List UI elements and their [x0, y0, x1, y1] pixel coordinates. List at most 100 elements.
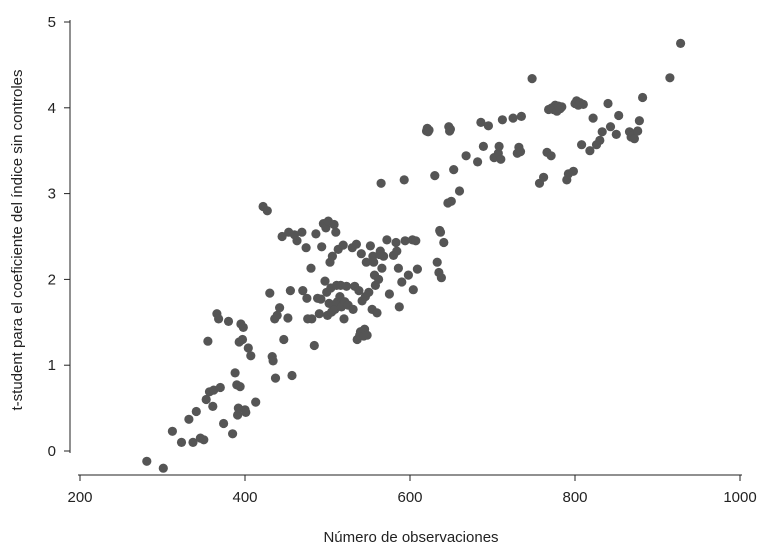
- data-point: [365, 241, 375, 251]
- data-point: [199, 435, 209, 445]
- data-point: [320, 276, 330, 286]
- data-point: [228, 429, 238, 439]
- data-point: [638, 92, 648, 103]
- data-point: [394, 302, 404, 312]
- data-point: [268, 356, 278, 366]
- data-point: [262, 206, 272, 216]
- data-point: [188, 437, 198, 447]
- data-point: [317, 242, 327, 252]
- data-point: [397, 277, 407, 287]
- data-point: [279, 334, 289, 345]
- data-point: [412, 264, 422, 274]
- data-point: [158, 463, 168, 473]
- data-point: [329, 219, 339, 230]
- data-point: [588, 113, 598, 123]
- data-point: [369, 257, 379, 267]
- data-point: [241, 407, 251, 417]
- data-point: [454, 186, 465, 196]
- data-point: [585, 146, 595, 156]
- data-point: [338, 240, 348, 250]
- data-point: [361, 257, 371, 267]
- data-point: [285, 286, 295, 296]
- data-point: [302, 293, 312, 303]
- data-point: [382, 235, 392, 245]
- data-point: [283, 313, 293, 323]
- data-point: [142, 456, 152, 466]
- data-point: [430, 171, 440, 181]
- data-point: [665, 73, 675, 83]
- data-point: [568, 166, 579, 176]
- data-point: [237, 334, 248, 345]
- data-point: [354, 286, 364, 296]
- data-point: [676, 38, 686, 49]
- data-point: [432, 257, 442, 267]
- data-point: [603, 98, 613, 109]
- data-point: [327, 251, 337, 261]
- data-point: [307, 314, 317, 324]
- data-point: [235, 382, 245, 392]
- y-tick-label: 5: [48, 14, 56, 31]
- data-point: [219, 418, 229, 429]
- data-point: [399, 175, 409, 185]
- data-point: [238, 322, 248, 332]
- data-point: [527, 74, 537, 84]
- data-point: [341, 281, 352, 291]
- data-point: [301, 243, 311, 253]
- data-point: [364, 287, 374, 297]
- data-point: [439, 237, 449, 248]
- data-point: [557, 102, 567, 112]
- data-point: [449, 165, 459, 175]
- data-point: [497, 115, 507, 125]
- data-point: [539, 172, 549, 182]
- data-point: [339, 314, 349, 324]
- data-point: [243, 343, 253, 353]
- data-point: [316, 294, 326, 304]
- data-point: [578, 99, 588, 109]
- data-point: [233, 410, 243, 420]
- data-point: [379, 251, 389, 261]
- data-point: [314, 309, 324, 319]
- data-point: [309, 340, 319, 351]
- data-point: [176, 437, 187, 447]
- data-point: [614, 110, 624, 121]
- data-point: [287, 370, 297, 381]
- data-point: [391, 237, 401, 248]
- data-point: [403, 270, 413, 280]
- y-tick-label: 3: [48, 186, 56, 203]
- data-point: [436, 273, 446, 283]
- data-point: [331, 227, 341, 237]
- data-point: [223, 316, 234, 326]
- data-point: [215, 382, 225, 393]
- data-point: [411, 236, 421, 246]
- data-point: [275, 303, 285, 313]
- data-point: [356, 249, 366, 259]
- data-point: [214, 314, 224, 324]
- data-point: [473, 157, 483, 167]
- x-tick-label: 400: [232, 489, 257, 506]
- data-point: [208, 401, 218, 411]
- data-point: [476, 117, 486, 127]
- data-point: [424, 125, 434, 135]
- y-tick-label: 2: [48, 271, 56, 288]
- data-point: [311, 229, 321, 239]
- y-axis-title: t-student para el coeficiente del índice…: [9, 69, 26, 410]
- data-point: [633, 126, 643, 136]
- data-point: [377, 263, 387, 273]
- data-point: [351, 239, 361, 249]
- data-point: [496, 154, 506, 164]
- x-axis-title: Número de observaciones: [323, 529, 498, 546]
- data-point: [483, 121, 493, 131]
- data-point: [251, 397, 261, 407]
- data-point: [605, 122, 616, 132]
- data-point: [494, 141, 504, 151]
- data-point: [201, 394, 211, 405]
- data-point: [516, 111, 527, 121]
- data-point: [298, 286, 308, 296]
- data-point: [392, 246, 402, 256]
- axes: 200 400 600 800 1000 0 1 2 3 4 5: [48, 14, 757, 506]
- data-point: [445, 124, 455, 134]
- data-point: [372, 308, 382, 318]
- data-point: [184, 414, 194, 424]
- data-point: [191, 406, 201, 417]
